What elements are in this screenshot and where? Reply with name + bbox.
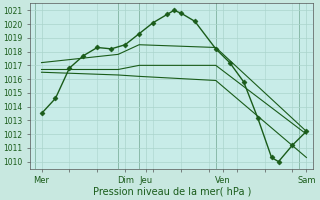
X-axis label: Pression niveau de la mer( hPa ): Pression niveau de la mer( hPa )	[93, 187, 251, 197]
